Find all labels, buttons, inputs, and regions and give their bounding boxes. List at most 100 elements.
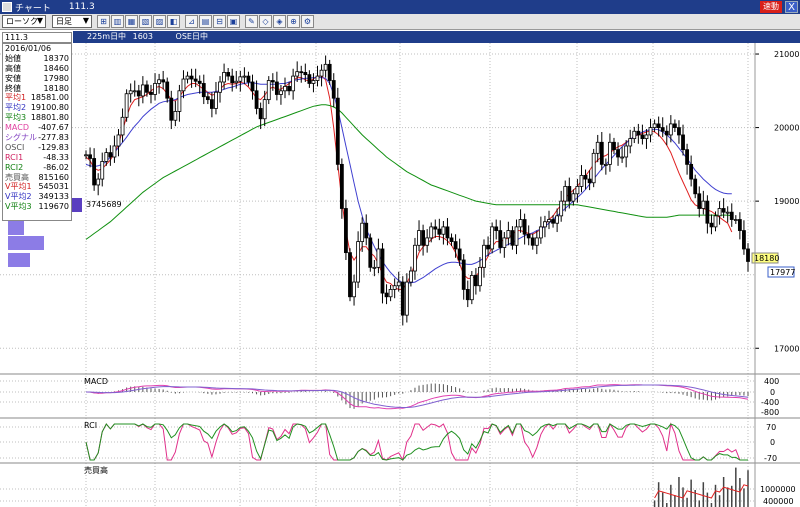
candle-body [693, 178, 698, 195]
volume-profile-bar [72, 198, 82, 212]
data-label: 安値 [5, 73, 21, 83]
pen-icon[interactable]: ✎ [245, 15, 258, 28]
candle-body [116, 134, 121, 147]
candle-body [303, 72, 308, 76]
candle-body [210, 99, 214, 109]
candle-body [510, 230, 515, 246]
data-row: MACD -407.67 [3, 123, 71, 133]
candle-body [368, 237, 373, 268]
data-row: V平均3 119670 [3, 202, 71, 212]
candle-body [92, 158, 97, 186]
price-tick-label: 19000 [774, 197, 799, 206]
candle-body [185, 75, 190, 80]
candle-body [201, 83, 206, 98]
candle-body [555, 215, 560, 224]
volume-profile-bar [8, 236, 44, 250]
candle-body [96, 178, 101, 186]
data-label: RCI2 [5, 162, 24, 172]
candle-body [677, 127, 681, 136]
symbol-input[interactable]: 111.3 [2, 32, 72, 43]
data-value: 18180 [43, 83, 69, 93]
chart-window-icon[interactable]: ▥ [111, 15, 124, 28]
zoom-icon[interactable]: ⊕ [287, 15, 300, 28]
candle-body [608, 141, 612, 165]
candle-body [214, 91, 218, 109]
candle-body [380, 248, 385, 294]
indicator-lines [85, 383, 749, 507]
candle-body [120, 116, 125, 136]
candle-body [100, 161, 105, 180]
eraser-icon[interactable]: ◇ [259, 15, 272, 28]
volume-profile-bar [8, 221, 24, 235]
compare-icon[interactable]: ⊟ [213, 15, 226, 28]
candle-body [177, 90, 182, 112]
candle-body [579, 174, 584, 187]
candle-body [145, 84, 149, 93]
trend-line-icon[interactable]: ⊿ [185, 15, 198, 28]
candle-body [624, 145, 629, 158]
candle-body [534, 237, 539, 246]
period-value: 日足 [56, 17, 72, 26]
candle-body [205, 96, 210, 101]
data-row: シグナル -277.83 [3, 133, 71, 143]
candle-body [132, 90, 137, 93]
candle-body [254, 90, 259, 109]
candle-body [376, 248, 381, 268]
chart-area[interactable]: 3745689 17000 19000 20000 21000 18180 17977… [0, 43, 800, 507]
price-tick-label: 21000 [774, 50, 799, 59]
data-row: V平均1 545031 [3, 182, 71, 192]
data-value: -277.83 [38, 133, 69, 143]
candle-body [591, 152, 596, 184]
layout-icon[interactable]: ▣ [227, 15, 240, 28]
candle-body [262, 99, 267, 120]
candle-body [392, 285, 397, 290]
candle-body [311, 80, 316, 84]
candle-body [136, 90, 141, 97]
candle-body [339, 163, 344, 209]
indicator-icon[interactable]: ⊞ [97, 15, 110, 28]
candle-body [128, 90, 133, 95]
rci2-line [85, 423, 748, 461]
paint-icon[interactable]: ◈ [273, 15, 286, 28]
candle-body [384, 292, 389, 298]
rci-title: RCI [84, 421, 97, 430]
close-icon[interactable]: X [785, 1, 798, 13]
chart-window-4-icon[interactable]: ▨ [153, 15, 166, 28]
data-row: 平均3 18801.80 [3, 113, 71, 123]
data-value: -407.67 [38, 123, 69, 133]
macd-title: MACD [84, 377, 108, 386]
data-row: 平均1 18581.00 [3, 93, 71, 103]
candles [84, 55, 750, 326]
chart-type-value: ローソク [6, 17, 38, 26]
last-price-value: 18180 [754, 254, 779, 263]
chevron-down-icon: ▼ [82, 16, 89, 25]
info-bar: 225m日中 1603 OSE日中 [73, 31, 800, 43]
candle-body [356, 241, 361, 283]
volume-panel: 売買高 1000000 400000 [84, 465, 796, 506]
chart-window-3-icon[interactable]: ▧ [139, 15, 152, 28]
period-select[interactable]: 日足 ▼ [52, 15, 92, 28]
macd-tick-label: -800 [761, 408, 779, 417]
data-label: 平均2 [5, 103, 27, 113]
chart-window-5-icon[interactable]: ◧ [167, 15, 180, 28]
live-badge[interactable]: 速動 [760, 1, 782, 13]
chart-type-select[interactable]: ローソク ▼ [2, 15, 46, 28]
chart-window-2-icon[interactable]: ▦ [125, 15, 138, 28]
candle-body [445, 226, 450, 239]
rci-tick-label: -70 [764, 454, 777, 463]
candle-body [258, 108, 263, 120]
candle-body [538, 226, 543, 239]
candle-body [567, 186, 572, 202]
candle-body [461, 259, 466, 290]
candle-body [433, 226, 438, 230]
candle-body [656, 123, 661, 128]
candle-body [563, 186, 568, 202]
macd-tick-label: 400 [764, 377, 779, 386]
candle-body [295, 71, 300, 77]
candle-body [319, 69, 324, 77]
settings-icon[interactable]: ⚙ [301, 15, 314, 28]
signal-line [86, 384, 749, 408]
candle-body [307, 74, 312, 84]
grid-icon[interactable]: ▤ [199, 15, 212, 28]
candle-body [421, 230, 425, 246]
